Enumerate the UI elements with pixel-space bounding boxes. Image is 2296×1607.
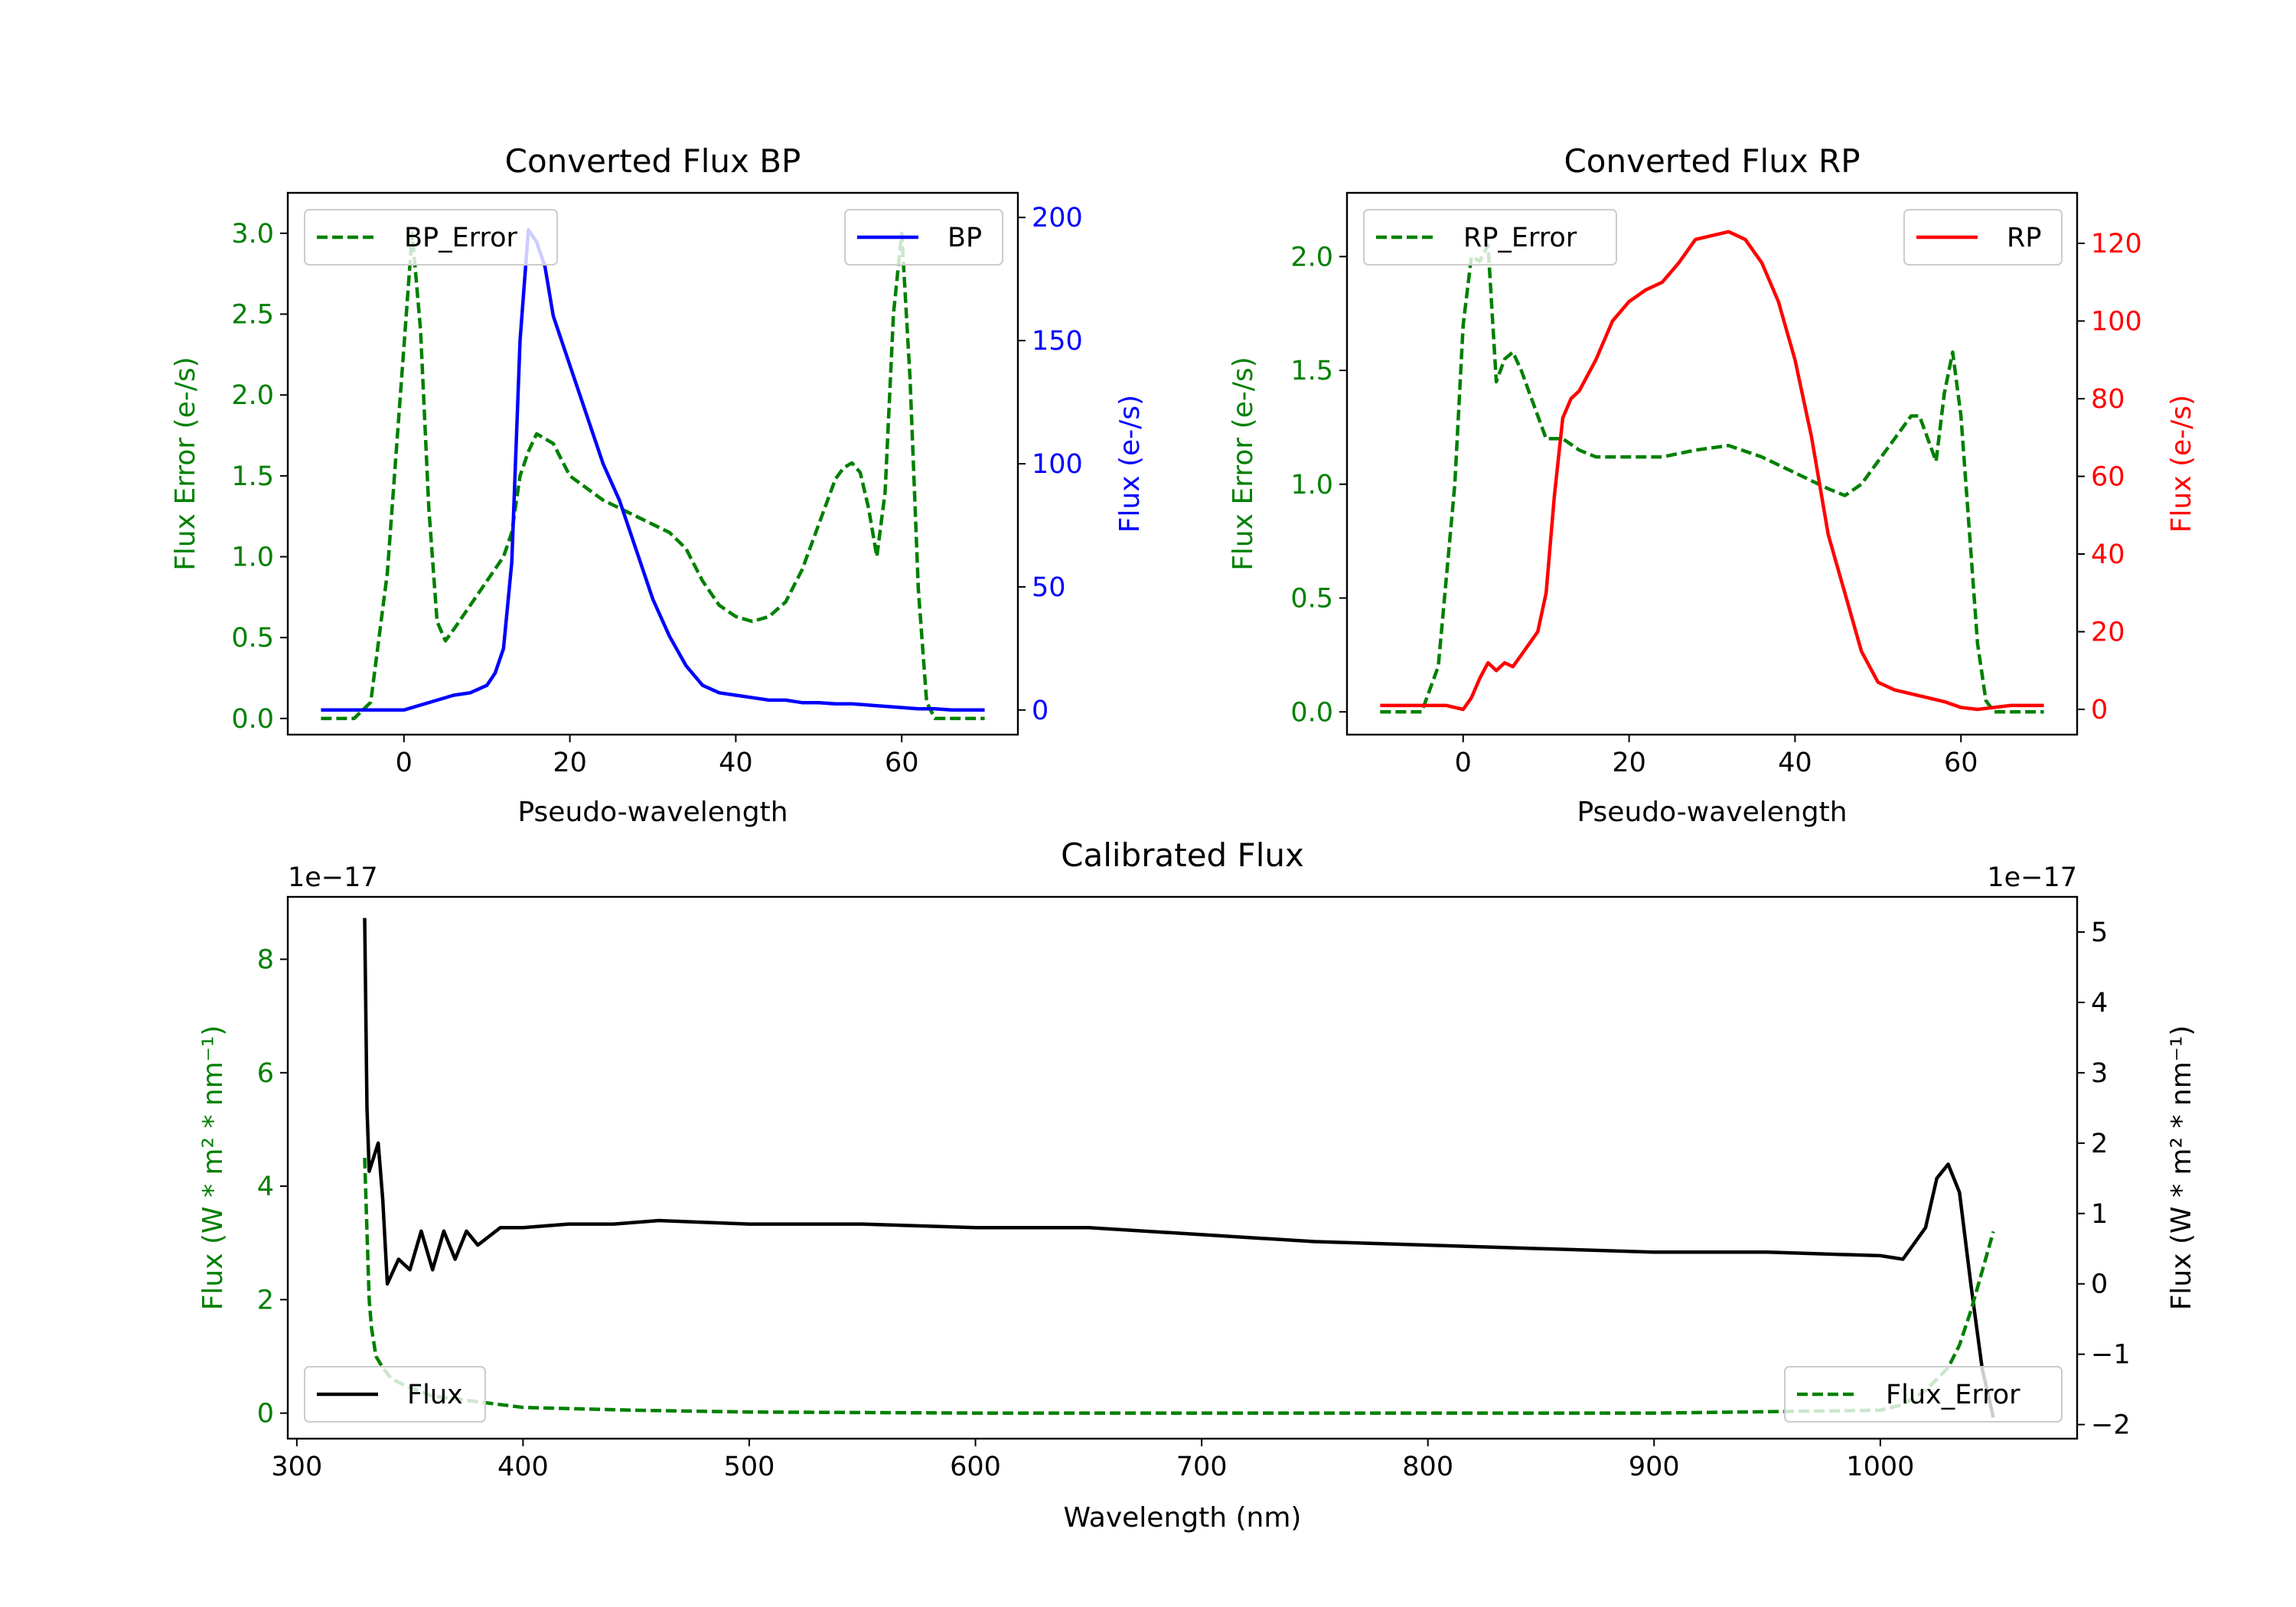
c0-xtick-label: 20 xyxy=(553,748,587,778)
chart-bp-right-ylabel: Flux (e-/s) xyxy=(1114,395,1146,533)
chart-bp-title: Converted Flux BP xyxy=(505,142,801,180)
chart-calibrated-legend-flux: Flux xyxy=(304,1366,486,1423)
c2-xtick-label: 500 xyxy=(724,1452,775,1482)
chart-rp-legend-error-label: RP_Error xyxy=(1463,223,1577,253)
chart-calibrated: Calibrated Flux 1e−17 1e−17 300 400 500 600… xyxy=(197,836,2197,1534)
chart-calibrated-title: Calibrated Flux xyxy=(1061,836,1304,874)
chart-calibrated-frame xyxy=(286,895,2079,1440)
c1-right-ytick-label: 80 xyxy=(2091,384,2125,415)
c1-left-ytick-label: 0.0 xyxy=(1290,697,1333,728)
c2-series-flux xyxy=(363,918,1995,1418)
chart-rp-title: Converted Flux RP xyxy=(1564,142,1860,180)
chart-bp-legend-flux: BP xyxy=(844,209,1003,266)
c1-xtick-label: 60 xyxy=(1944,748,1978,778)
c1-right-ytick-label: 120 xyxy=(2091,229,2142,259)
chart-rp-legend-flux: RP xyxy=(1903,209,2063,266)
c0-series-bp-error xyxy=(321,231,985,721)
c2-right-ytick-label: 1 xyxy=(2091,1199,2108,1230)
c0-right-ytick-label: 100 xyxy=(1032,449,1083,480)
c1-right-ytick-label: 20 xyxy=(2091,618,2125,648)
c0-left-ytick-label: 2.0 xyxy=(231,380,274,411)
c0-left-ytick-label: 1.0 xyxy=(231,543,274,573)
c0-series-bp xyxy=(321,228,985,712)
chart-rp-legend-error: RP_Error xyxy=(1363,209,1617,266)
c2-xtick-label: 900 xyxy=(1629,1452,1680,1482)
c0-left-ytick-label: 1.5 xyxy=(231,461,274,492)
chart-calibrated-right-ylabel: Flux (W * m² * nm⁻¹) xyxy=(2166,1025,2197,1311)
chart-bp-legend-flux-label: BP xyxy=(947,223,982,253)
c2-xtick-label: 1000 xyxy=(1846,1452,1914,1482)
chart-rp-xlabel: Pseudo-wavelength xyxy=(1577,797,1847,828)
chart-calibrated-right-offset: 1e−17 xyxy=(1987,862,2077,893)
c1-left-ytick-label: 1.0 xyxy=(1290,470,1333,500)
chart-rp-right-ylabel: Flux (e-/s) xyxy=(2166,395,2197,533)
c2-xtick-label: 700 xyxy=(1176,1452,1228,1482)
c1-right-ytick-label: 60 xyxy=(2091,461,2125,492)
chart-bp-left-ylabel: Flux Error (e-/s) xyxy=(170,357,201,571)
c2-left-ytick-label: 2 xyxy=(257,1285,274,1315)
chart-calibrated-legend-error-label: Flux_Error xyxy=(1886,1380,2020,1410)
c2-right-ytick-label: 4 xyxy=(2091,988,2108,1019)
chart-bp-legend-error-label: BP_Error xyxy=(404,223,518,253)
c2-left-ytick-label: 0 xyxy=(257,1399,274,1429)
c1-left-ytick-label: 0.5 xyxy=(1290,584,1333,614)
chart-bp-legend-error: BP_Error xyxy=(304,209,558,266)
chart-calibrated-legend-error: Flux_Error xyxy=(1784,1366,2063,1423)
c0-left-ytick-label: 0.0 xyxy=(231,704,274,735)
c2-right-ytick-label: −2 xyxy=(2091,1410,2131,1441)
c2-left-ytick-label: 6 xyxy=(257,1058,274,1089)
c1-xtick-label: 0 xyxy=(1455,748,1472,778)
chart-bp-xlabel: Pseudo-wavelength xyxy=(517,797,788,828)
c1-right-ytick-label: 40 xyxy=(2091,539,2125,570)
chart-calibrated-legend-flux-label: Flux xyxy=(407,1380,463,1410)
chart-bp: Converted Flux BP 0 20 40 60 0.0 0.5 1.0 1.5 2.0… xyxy=(170,142,1146,828)
c0-right-ytick-label: 200 xyxy=(1032,203,1083,233)
chart-calibrated-xlabel: Wavelength (nm) xyxy=(1064,1502,1302,1534)
c1-series-rp-error xyxy=(1380,243,2044,714)
chart-bp-frame xyxy=(286,191,1019,736)
chart-rp: Converted Flux RP 0 20 40 60 0.0 0.5 1.0 1.5 2.0… xyxy=(1228,142,2197,828)
c2-xtick-label: 800 xyxy=(1402,1452,1453,1482)
c1-xtick-label: 40 xyxy=(1778,748,1812,778)
c0-right-ytick-label: 150 xyxy=(1032,326,1083,357)
c2-xtick-label: 300 xyxy=(271,1452,322,1482)
c2-left-ytick-label: 8 xyxy=(257,945,274,976)
c2-right-ytick-label: 0 xyxy=(2091,1270,2108,1300)
c0-right-ytick-label: 0 xyxy=(1032,696,1049,726)
c0-xtick-label: 0 xyxy=(396,748,413,778)
c2-left-ytick-label: 4 xyxy=(257,1172,274,1202)
c2-right-ytick-label: 5 xyxy=(2091,918,2108,948)
chart-calibrated-left-offset: 1e−17 xyxy=(288,862,378,893)
c1-left-ytick-label: 2.0 xyxy=(1290,242,1333,272)
c1-xtick-label: 20 xyxy=(1612,748,1646,778)
c0-left-ytick-label: 2.5 xyxy=(231,300,274,331)
c0-xtick-label: 60 xyxy=(885,748,919,778)
chart-rp-frame xyxy=(1345,191,2079,736)
c2-right-ytick-label: 2 xyxy=(2091,1129,2108,1159)
c0-left-ytick-label: 0.5 xyxy=(231,623,274,654)
c1-right-ytick-label: 0 xyxy=(2091,695,2108,725)
c2-xtick-label: 400 xyxy=(497,1452,549,1482)
chart-calibrated-plot-area xyxy=(363,918,1995,1418)
c2-right-ytick-label: −1 xyxy=(2091,1340,2131,1371)
c2-xtick-label: 600 xyxy=(950,1452,1001,1482)
chart-rp-plot-area xyxy=(1380,230,2044,714)
c0-xtick-label: 40 xyxy=(719,748,753,778)
chart-rp-legend-flux-label: RP xyxy=(2007,223,2041,253)
c2-right-ytick-label: 3 xyxy=(2091,1058,2108,1089)
c0-left-ytick-label: 3.0 xyxy=(231,219,274,249)
c1-left-ytick-label: 1.5 xyxy=(1290,356,1333,386)
chart-calibrated-left-ylabel: Flux (W * m² * nm⁻¹) xyxy=(197,1025,229,1311)
chart-bp-plot-area xyxy=(321,228,985,721)
chart-rp-left-ylabel: Flux Error (e-/s) xyxy=(1228,357,1259,571)
c1-right-ytick-label: 100 xyxy=(2091,306,2142,337)
c0-right-ytick-label: 50 xyxy=(1032,572,1066,603)
c2-series-flux-error xyxy=(363,1157,1995,1415)
c1-series-rp xyxy=(1380,230,2044,712)
